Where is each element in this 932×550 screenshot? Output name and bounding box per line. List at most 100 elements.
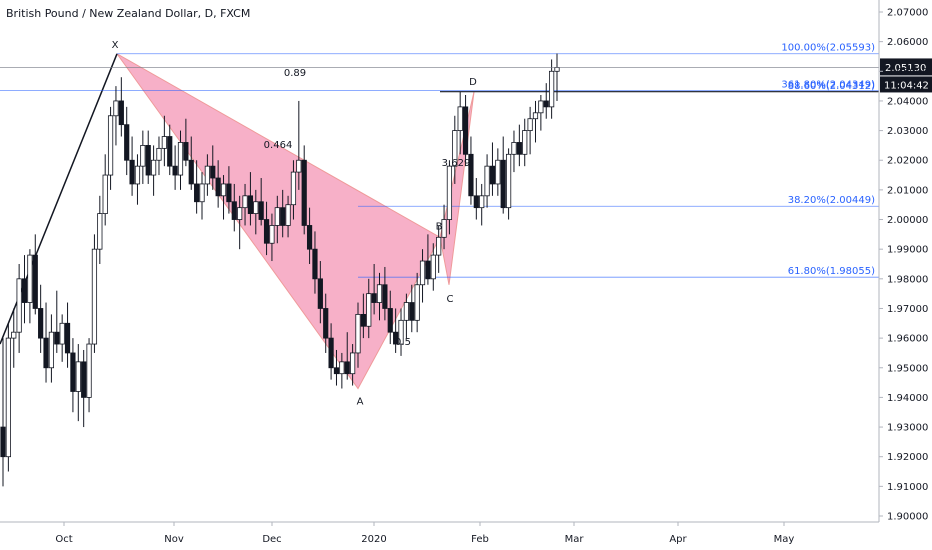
- candle-body: [102, 174, 108, 214]
- candle-body: [21, 278, 28, 303]
- candle: [511, 130, 517, 173]
- candle: [355, 302, 361, 368]
- countdown-value: 11:04:42: [884, 80, 929, 91]
- candle: [11, 308, 17, 368]
- candle: [140, 130, 146, 184]
- candle-body: [306, 225, 313, 250]
- candle: [468, 136, 474, 205]
- candle-body: [75, 361, 81, 392]
- candle: [403, 293, 409, 339]
- price-tick-label: 1.95000: [887, 363, 928, 374]
- fib-label: 361.80%(2.04349): [781, 80, 875, 91]
- candle-body: [554, 67, 560, 72]
- candle-body: [339, 361, 345, 375]
- candle: [21, 255, 28, 324]
- candle-body: [183, 142, 189, 161]
- pattern-point-label: X: [112, 40, 119, 51]
- candle: [38, 284, 44, 353]
- candle-body: [495, 159, 501, 185]
- time-tick-label: Feb: [471, 534, 489, 545]
- candle: [237, 195, 243, 250]
- candle-body: [220, 183, 227, 197]
- candle-body: [317, 278, 323, 309]
- price-tick-label: 1.98000: [887, 274, 928, 285]
- candle: [371, 264, 377, 315]
- candle: [409, 284, 415, 333]
- price-tick-label: 2.04000: [887, 96, 928, 107]
- candle: [532, 100, 539, 143]
- candle: [489, 142, 496, 196]
- candle-body: [285, 204, 291, 226]
- candle-body: [344, 361, 350, 375]
- candle-body: [393, 331, 399, 345]
- candle-body: [290, 171, 297, 206]
- candle: [258, 178, 264, 226]
- candle: [333, 349, 340, 386]
- candle-body: [419, 260, 426, 286]
- candle: [301, 145, 307, 235]
- candle: [323, 293, 329, 353]
- candle-body: [64, 322, 71, 354]
- candle: [118, 77, 124, 137]
- candle-body: [366, 293, 372, 327]
- candle: [253, 189, 259, 235]
- time-axis[interactable]: Oct Nov Dec 2020 Feb Mar Apr May: [0, 521, 879, 545]
- candle: [452, 115, 458, 184]
- candle-body: [430, 254, 436, 280]
- annotations: 2.05130 11:04:42 X A B C D 0.89 0.464 3.629 0.5: [0, 40, 932, 408]
- candle: [172, 145, 178, 190]
- pattern-ratio-label: 0.464: [264, 140, 293, 151]
- candle-body: [86, 343, 92, 398]
- time-tick-label: Oct: [55, 534, 72, 545]
- candle: [48, 314, 55, 383]
- candle-body: [177, 142, 184, 176]
- price-tick-label: 1.96000: [887, 334, 928, 345]
- pattern-ratio-label: 0.5: [395, 337, 411, 348]
- candle: [376, 272, 383, 321]
- candle: [290, 160, 297, 220]
- candle-body: [473, 195, 479, 209]
- candle-body: [441, 219, 447, 238]
- pattern-point-label: D: [469, 77, 477, 88]
- candle: [430, 243, 436, 291]
- candle: [0, 338, 6, 487]
- candle-body: [215, 177, 221, 197]
- price-tick-label: 2.01000: [887, 185, 928, 196]
- candle: [43, 302, 49, 383]
- candle: [215, 160, 221, 208]
- candle: [210, 145, 216, 190]
- candle-body: [210, 165, 216, 179]
- candle-body: [0, 426, 6, 458]
- candle: [505, 148, 512, 220]
- candle: [145, 130, 151, 184]
- candle-body: [11, 331, 17, 339]
- candle-body: [97, 213, 103, 250]
- candle-body: [527, 118, 533, 131]
- candle: [91, 234, 98, 353]
- candle: [247, 172, 254, 226]
- candle-body: [16, 278, 22, 333]
- candle: [382, 266, 388, 321]
- price-axis[interactable]: 2.07000 2.06000 2.05000 2.04000 2.03000 2.020…: [878, 0, 928, 523]
- candle: [59, 314, 65, 362]
- price-tick-label: 2.03000: [887, 126, 928, 137]
- candle: [457, 92, 463, 155]
- candle-body: [242, 195, 248, 209]
- candle: [113, 86, 119, 146]
- candle: [194, 160, 200, 214]
- current-price-tag: [880, 58, 932, 76]
- candle-body: [468, 153, 474, 197]
- candle-body: [462, 106, 469, 155]
- candle: [134, 154, 141, 205]
- candle: [285, 195, 291, 238]
- pattern-ratio-label: 0.89: [284, 68, 306, 79]
- candle-body: [107, 115, 114, 176]
- candle: [543, 83, 549, 119]
- candle-body: [387, 308, 393, 333]
- candle: [441, 204, 447, 250]
- price-tick-label: 1.92000: [887, 452, 928, 463]
- time-tick-label: May: [774, 534, 795, 545]
- candle: [425, 234, 431, 285]
- candle: [199, 172, 205, 220]
- candle: [339, 352, 345, 389]
